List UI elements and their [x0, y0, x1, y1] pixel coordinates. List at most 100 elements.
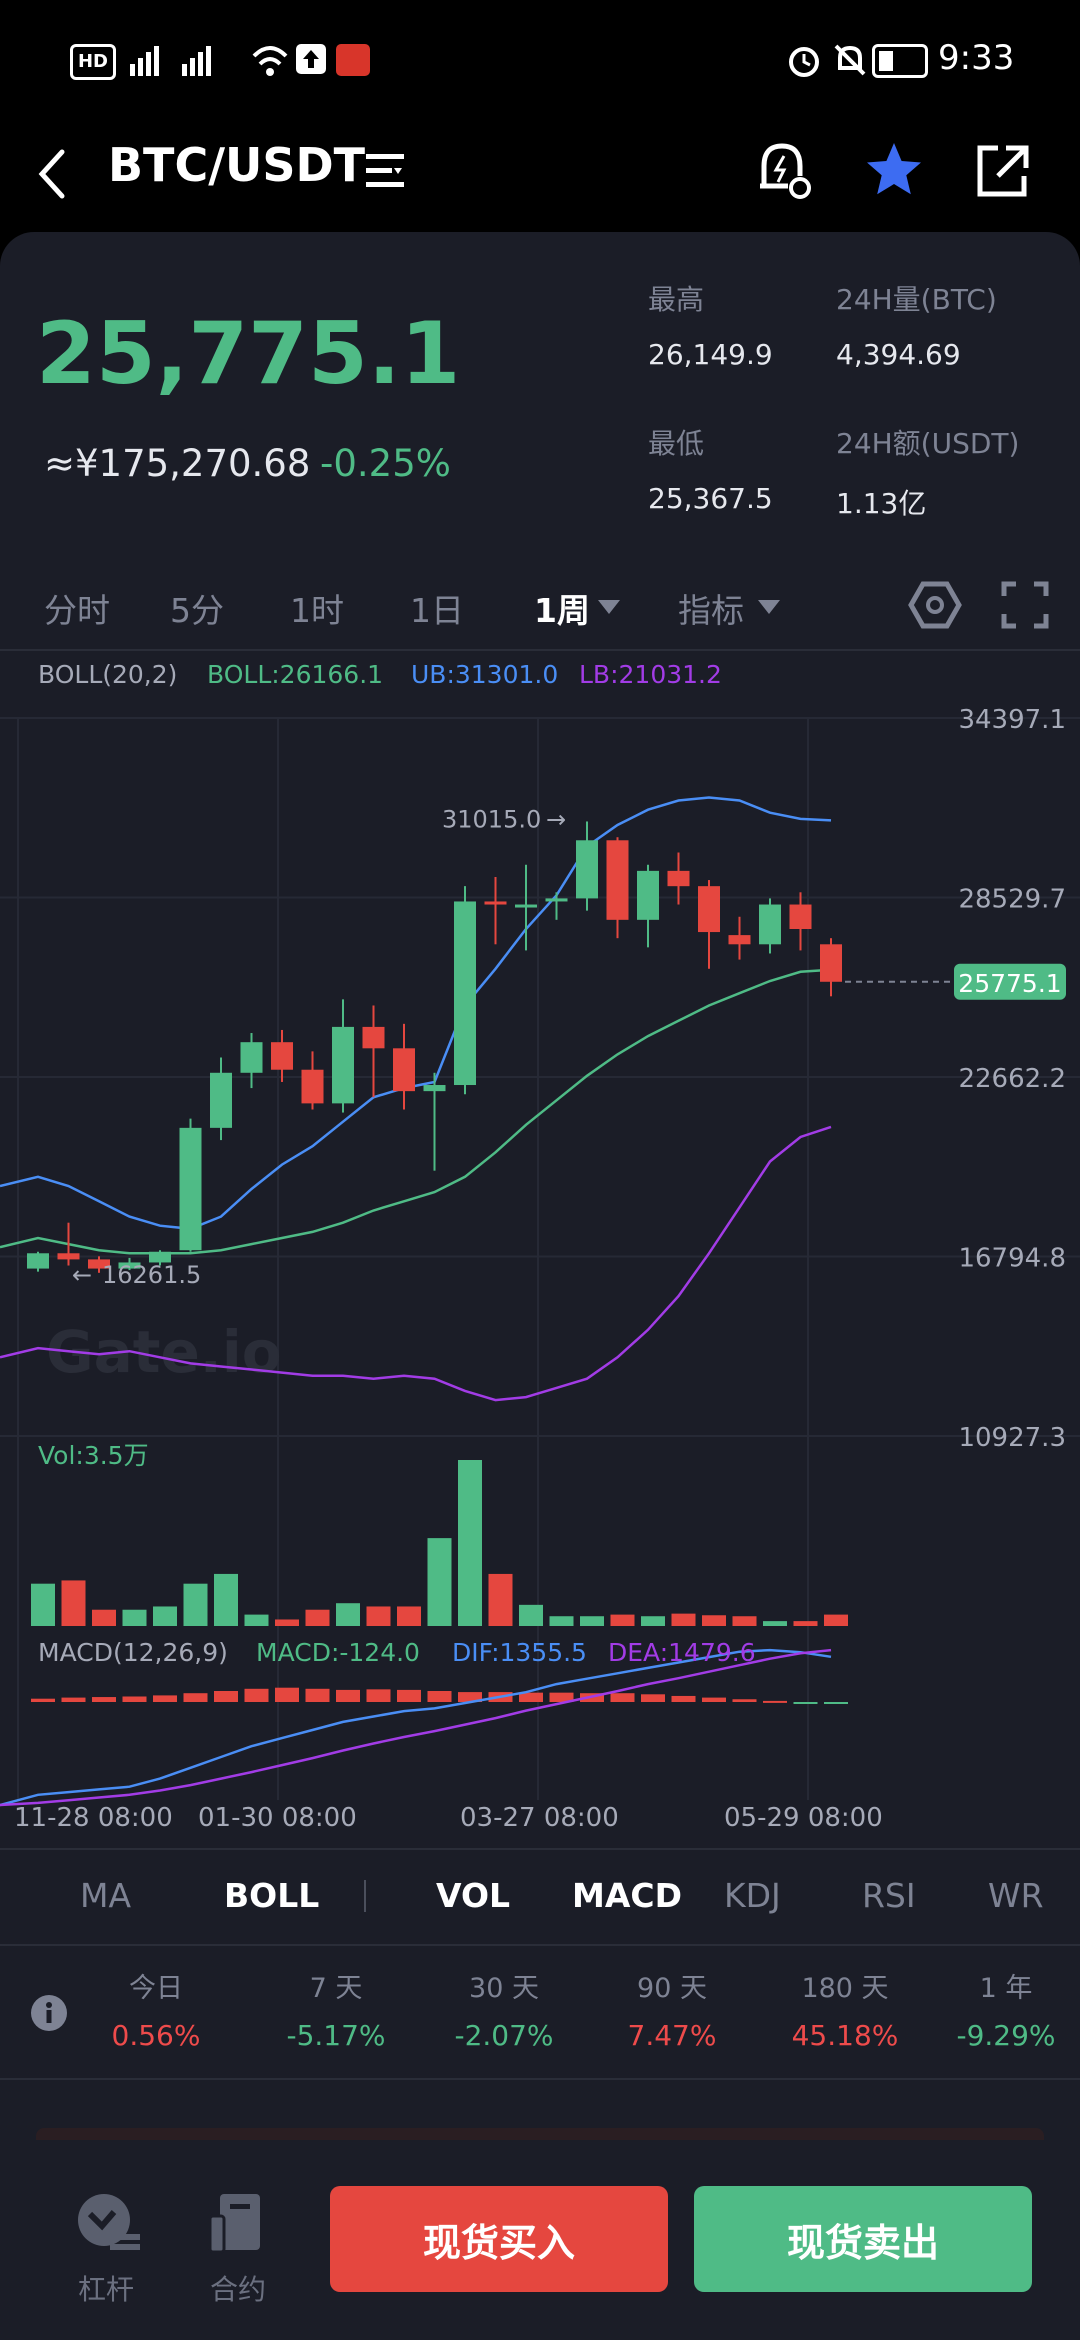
- perf-label: 7 天: [309, 1973, 363, 2004]
- volume-bar: [580, 1616, 604, 1626]
- indicator-vol[interactable]: VOL: [436, 1876, 511, 1915]
- candle-body: [820, 944, 842, 982]
- leverage-label[interactable]: 杠杆: [78, 2273, 135, 2306]
- candle-body: [637, 870, 659, 920]
- volume-bar: [153, 1606, 177, 1626]
- candle-body: [149, 1251, 171, 1263]
- indicator-rsi[interactable]: RSI: [862, 1876, 916, 1915]
- last-price: 25,775.1: [36, 304, 461, 404]
- share-icon[interactable]: [972, 142, 1032, 202]
- time-axis-label: 01-30 08:00: [198, 1803, 357, 1833]
- perf-item: 7 天 -5.17%: [266, 1966, 406, 2052]
- boll-upper-line: [0, 796, 832, 1231]
- macd-histogram-bar: [275, 1687, 299, 1702]
- favorite-star-icon[interactable]: [864, 140, 924, 200]
- price-alert-icon[interactable]: [754, 140, 816, 206]
- amount-value: 1.13亿: [836, 487, 927, 520]
- perf-label: 今日: [129, 1973, 183, 2004]
- tab-indicator[interactable]: 指标: [678, 591, 744, 630]
- macd-histogram-bar: [824, 1702, 848, 1704]
- macd-dea-line: [0, 1648, 832, 1807]
- time-axis-label: 11-28 08:00: [14, 1803, 173, 1833]
- indicator-boll[interactable]: BOLL: [224, 1876, 320, 1915]
- candle-body: [606, 840, 629, 920]
- settings-hex-icon[interactable]: [908, 578, 962, 632]
- last-price-tag: [954, 963, 1066, 1000]
- indicator-wr[interactable]: WR: [988, 1876, 1044, 1915]
- low-label: 最低: [648, 427, 705, 460]
- boll-mid-value: BOLL:26166.1: [207, 660, 384, 689]
- indicator-dropdown-icon[interactable]: [756, 598, 782, 616]
- perf-label: 90 天: [637, 1973, 707, 2004]
- tab-1week[interactable]: 1周: [534, 591, 590, 630]
- pair-title[interactable]: BTC/USDT: [108, 138, 366, 192]
- contract-label[interactable]: 合约: [210, 2273, 267, 2306]
- candle-body: [759, 904, 781, 945]
- back-icon[interactable]: [32, 144, 72, 204]
- volume-bar: [610, 1614, 635, 1626]
- candle-body: [240, 1042, 263, 1073]
- macd-histogram-bar: [397, 1689, 421, 1702]
- high-value: 26,149.9: [648, 338, 773, 371]
- candle-body: [393, 1048, 415, 1092]
- volume-bar: [427, 1538, 452, 1626]
- spot-sell-button[interactable]: 现货卖出: [694, 2186, 1032, 2292]
- spot-buy-button[interactable]: 现货买入: [330, 2186, 668, 2292]
- info-icon[interactable]: [30, 1994, 68, 2032]
- perf-item: 180 天 45.18%: [770, 1966, 920, 2052]
- indicator-macd[interactable]: MACD: [572, 1876, 682, 1915]
- min-price-label: 16261.5: [102, 1261, 201, 1289]
- macd-histogram-bar: [427, 1691, 452, 1702]
- boll-lower-line: [0, 1125, 832, 1402]
- volume-bar: [244, 1614, 269, 1626]
- contract-icon[interactable]: [206, 2192, 266, 2256]
- volume-bar: [549, 1616, 574, 1626]
- perf-item: 今日 0.56%: [100, 1966, 212, 2052]
- perf-value: 7.47%: [627, 2019, 717, 2052]
- leverage-icon[interactable]: [74, 2192, 144, 2256]
- mute-icon: [834, 44, 866, 76]
- candle-body: [57, 1253, 80, 1260]
- perf-value: -9.29%: [956, 2019, 1056, 2052]
- volume-bar: [366, 1606, 391, 1626]
- perf-item: 90 天 7.47%: [602, 1966, 742, 2052]
- header: BTC/USDT: [0, 120, 1080, 232]
- candle-body: [27, 1253, 49, 1269]
- macd-histogram-bar: [610, 1693, 635, 1702]
- boll-name: BOLL(20,2): [38, 660, 178, 689]
- change-percent: -0.25%: [320, 442, 451, 485]
- volume-bar: [519, 1604, 543, 1626]
- hd-icon: HD: [70, 44, 116, 80]
- macd-histogram-bar: [214, 1691, 238, 1702]
- time-axis-label: 05-29 08:00: [724, 1803, 883, 1833]
- candle-body: [118, 1262, 141, 1269]
- price-axis-label: 22662.2: [958, 1064, 1066, 1094]
- low-value: 25,367.5: [648, 482, 773, 515]
- tab-1day[interactable]: 1日: [410, 591, 464, 630]
- candle-body: [301, 1069, 324, 1104]
- macd-histogram-bar: [305, 1688, 330, 1702]
- tab-1hour[interactable]: 1时: [290, 591, 344, 630]
- perf-value: 0.56%: [111, 2019, 201, 2052]
- indicator-kdj[interactable]: KDJ: [724, 1876, 781, 1915]
- fullscreen-icon[interactable]: [1000, 580, 1050, 630]
- pair-menu-icon[interactable]: [364, 150, 408, 194]
- perf-item: 1 年 -9.29%: [936, 1966, 1076, 2052]
- candle-body: [667, 870, 690, 887]
- candle-body: [545, 898, 568, 902]
- amount-label: 24H额(USDT): [836, 427, 1020, 460]
- candle-body: [789, 904, 812, 929]
- alarm-icon: [789, 47, 819, 77]
- price-axis-label: 16794.8: [958, 1243, 1066, 1273]
- indicator-ma[interactable]: MA: [80, 1876, 132, 1915]
- performance-divider: [0, 2078, 1080, 2080]
- time-axis-label: 03-27 08:00: [460, 1803, 619, 1833]
- volume-bar: [214, 1573, 238, 1626]
- tab-1week-dropdown-icon[interactable]: [596, 598, 622, 616]
- candle-body: [484, 901, 507, 905]
- bottom-action-bar: 杠杆 合约 现货买入 现货卖出: [0, 2140, 1080, 2340]
- perf-label: 1 年: [979, 1973, 1033, 2004]
- tab-timeshare[interactable]: 分时: [44, 591, 110, 630]
- tab-5min[interactable]: 5分: [170, 591, 224, 630]
